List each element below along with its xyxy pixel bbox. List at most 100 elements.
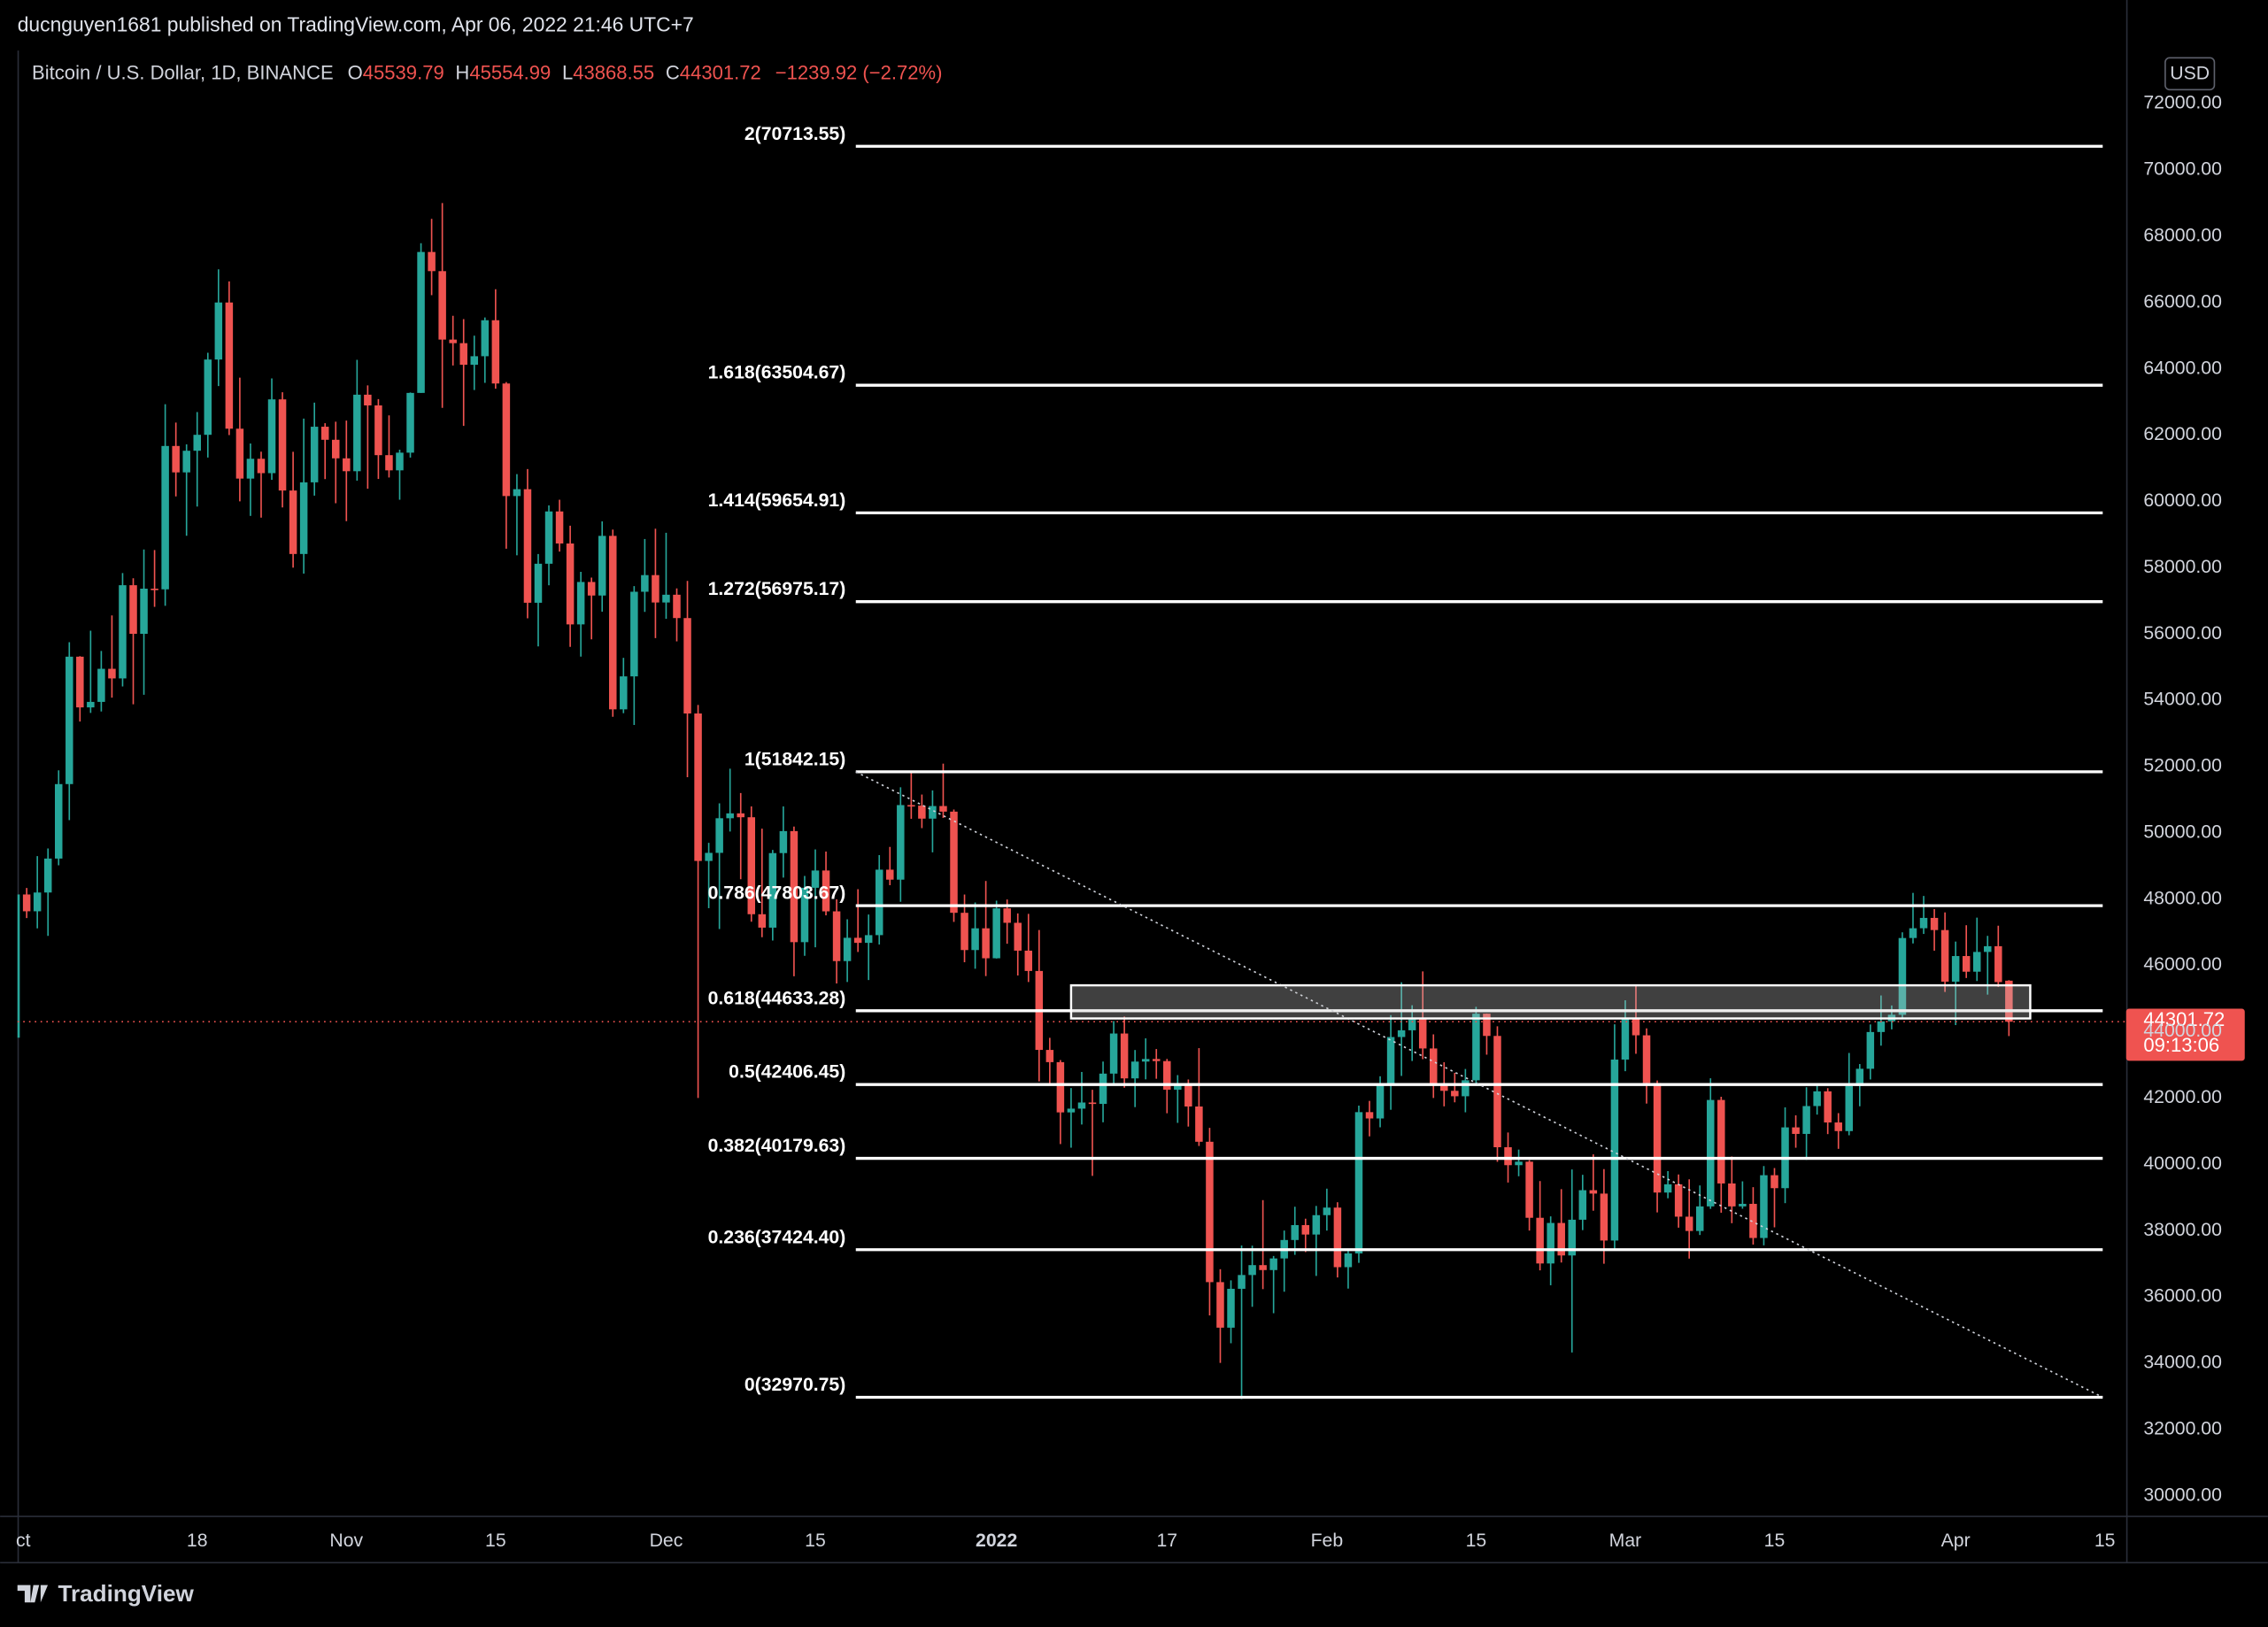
candle-body: [853, 937, 862, 944]
candle-body: [662, 594, 670, 603]
candle-body: [523, 489, 532, 603]
candle-body: [1695, 1206, 1704, 1231]
candle-body: [1909, 928, 1917, 938]
candle-body: [1067, 1108, 1076, 1113]
fib-level-label: 0.382(40179.63): [708, 1136, 846, 1156]
candle-body: [1269, 1258, 1277, 1270]
y-tick-label: 70000.00: [2143, 159, 2222, 180]
candle-body: [1813, 1091, 1821, 1107]
candle-body: [1525, 1161, 1533, 1218]
x-tick-label: 18: [187, 1531, 208, 1551]
candle-body: [832, 911, 841, 961]
currency-box[interactable]: [2164, 57, 2216, 91]
candle-body: [257, 459, 266, 474]
candle-body: [929, 806, 937, 819]
candle-body: [1642, 1035, 1651, 1083]
countdown-label: 09:13:06: [2143, 1034, 2219, 1056]
candle-body: [332, 439, 340, 459]
candle-body: [800, 887, 809, 943]
candle-body: [2005, 980, 2013, 1022]
candle-body: [1130, 1061, 1139, 1079]
y-tick-label: 30000.00: [2143, 1484, 2222, 1505]
candle-body: [1930, 917, 1939, 930]
candle-body: [1589, 1190, 1598, 1194]
candle-body: [939, 806, 947, 812]
ohlc-value: 44301.72: [680, 61, 761, 83]
x-tick-label: 15: [1764, 1531, 1786, 1551]
candle-body: [1174, 1085, 1182, 1091]
candle-body: [534, 563, 543, 603]
ohlc-value: 45554.99: [469, 61, 551, 83]
x-tick-label: ct: [16, 1531, 31, 1551]
candle-body: [1547, 1222, 1554, 1264]
candle-body: [1195, 1106, 1203, 1142]
candle-body: [1653, 1083, 1662, 1193]
ohlc-label: L: [562, 61, 573, 83]
candle-body: [1504, 1147, 1512, 1166]
zone-rectangle: [1069, 983, 2032, 1020]
candle-body: [140, 589, 148, 635]
y-tick-label: 66000.00: [2143, 291, 2222, 312]
candle-body: [406, 392, 414, 453]
candle-body: [193, 435, 201, 451]
candle-body: [1365, 1112, 1374, 1119]
candle-body: [1430, 1048, 1438, 1086]
candle-body: [1312, 1214, 1321, 1235]
candle-body: [822, 870, 830, 912]
candle-body: [1056, 1061, 1065, 1113]
candle-body: [502, 383, 511, 497]
y-tick-label: 42000.00: [2143, 1087, 2222, 1107]
symbol-line: Bitcoin / U.S. Dollar, 1D, BINANCE O4553…: [32, 61, 942, 83]
fib-level-label: 0(32970.75): [744, 1375, 845, 1395]
candle-body: [1994, 945, 2002, 983]
candle-body: [630, 591, 638, 677]
x-tick-label: Feb: [1311, 1531, 1344, 1551]
candle-body: [897, 805, 905, 880]
candle-body: [119, 585, 127, 679]
candle-body: [566, 543, 575, 625]
y-tick-label: 52000.00: [2143, 756, 2222, 776]
candle-body: [875, 869, 883, 936]
plot-area: 2(70713.55) 1.618(63504.67) 1.414(59654.91…: [17, 124, 2126, 1400]
candle-body: [1866, 1031, 1875, 1069]
candle-body: [1770, 1175, 1778, 1189]
candle-body: [1962, 956, 1971, 972]
candle-body: [790, 830, 798, 943]
candle-body: [1834, 1122, 1842, 1131]
ohlc-value: 45539.79: [363, 61, 444, 83]
currency[interactable]: USD: [2170, 64, 2210, 84]
y-tick-label: 56000.00: [2143, 623, 2222, 644]
candle-body: [1301, 1224, 1310, 1235]
fib-level-label: 0.618(44633.28): [708, 988, 846, 1008]
candle-body: [683, 618, 691, 714]
x-tick-label: 15: [1466, 1531, 1487, 1551]
candle-body: [459, 343, 467, 366]
candle-body: [97, 668, 105, 702]
candle-body: [449, 339, 457, 343]
candle-body: [438, 271, 446, 340]
candle-body: [289, 490, 297, 554]
candle-body: [1184, 1085, 1192, 1107]
candle-body: [417, 251, 425, 393]
candle-body: [108, 668, 116, 679]
candle-body: [960, 913, 968, 951]
candle-body: [1248, 1265, 1256, 1276]
candle-body: [1855, 1068, 1864, 1086]
candle-body: [1386, 1037, 1395, 1086]
candle-body: [1451, 1091, 1459, 1097]
candle-body: [320, 427, 329, 440]
candle-body: [1972, 952, 1981, 972]
candle-body: [299, 482, 308, 554]
candle-body: [1717, 1099, 1725, 1184]
candle-body: [33, 892, 42, 912]
y-tick-label: 40000.00: [2143, 1153, 2222, 1174]
candle-body: [1568, 1219, 1577, 1256]
candle-body: [1333, 1207, 1342, 1268]
candle-body: [1206, 1141, 1214, 1283]
x-tick-label: 15: [2094, 1531, 2116, 1551]
candle-body: [1621, 1017, 1630, 1060]
candle-body: [1216, 1282, 1224, 1328]
candle-body: [428, 251, 436, 272]
y-tick-label: 32000.00: [2143, 1418, 2222, 1438]
